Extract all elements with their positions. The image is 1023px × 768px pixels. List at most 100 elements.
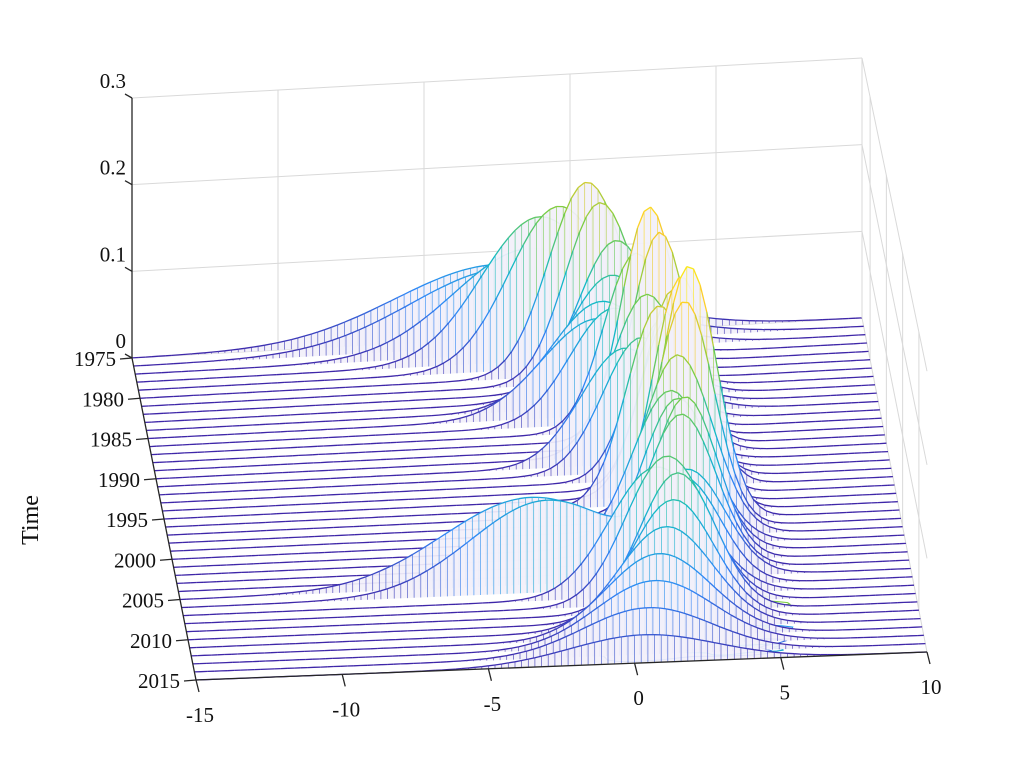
ridge-outline (738, 437, 746, 441)
ridge-outline (284, 338, 292, 342)
ridge-outline (574, 489, 581, 492)
ridge-outline (474, 428, 482, 431)
ridge-outline (368, 365, 376, 369)
ridge-outline (630, 227, 639, 255)
ridge-outline (497, 477, 505, 480)
ridge-outline (599, 201, 607, 206)
ridge-outline (501, 421, 509, 426)
ridge-outline (623, 254, 632, 287)
ridge-outline (306, 345, 313, 349)
ridge-outline (512, 372, 521, 380)
ridge-outline (286, 350, 294, 353)
ridge-outline (623, 373, 632, 399)
ridge-outline (445, 380, 453, 383)
ridge-outline (461, 429, 469, 432)
ridge-outline (750, 463, 757, 466)
ridge-outline (357, 313, 365, 318)
ridge-outline (469, 330, 478, 341)
ridge-outline (471, 408, 479, 412)
ridge-outline (397, 293, 405, 299)
ridge-outline (594, 252, 602, 265)
ridge-outline (473, 410, 481, 415)
ridge-outline (491, 366, 499, 372)
ridge-outline (568, 402, 577, 414)
ridge-outline (420, 315, 428, 322)
ridge-outline (367, 347, 375, 352)
ridge-outline (737, 431, 744, 434)
ridge-outline (511, 476, 518, 479)
ridge-outline (342, 369, 350, 372)
ridge-outline (717, 326, 725, 329)
ridge-outline (271, 341, 279, 345)
ridge-outline (517, 326, 526, 341)
ridge-outline (417, 284, 425, 289)
ridge-outline (459, 415, 467, 419)
ridge-outline (567, 348, 576, 360)
ridge-outline (349, 368, 356, 371)
ridge-outline (430, 365, 438, 370)
ridge-outline (499, 394, 507, 401)
ridge-outline (431, 288, 440, 293)
ridge-outline (454, 305, 463, 315)
ridge-outline (272, 352, 280, 356)
ridge-outline (476, 402, 484, 405)
ridge-outline (727, 412, 734, 416)
ridge-outline (519, 376, 527, 384)
ridge-outline (508, 229, 516, 239)
ridge-outline (596, 390, 605, 406)
ridge-outline (492, 399, 501, 406)
ridge-outline (406, 325, 415, 332)
ridge-outline (345, 331, 353, 336)
ridge-outline (542, 208, 551, 216)
ridge-outline (530, 292, 539, 311)
ridge-outline (470, 403, 477, 406)
back-grid-line-z (131, 230, 863, 272)
ridge-outline (618, 226, 627, 245)
ridge-outline (281, 364, 288, 367)
ridge-outline (536, 214, 544, 224)
ridge-outline (580, 487, 588, 491)
ridge-outline (378, 316, 387, 321)
ridge-outline (465, 273, 473, 278)
ridge-outline (325, 339, 333, 343)
ridge-outline (583, 418, 592, 432)
ridge-outline (544, 346, 552, 357)
ridge-outline (728, 388, 736, 391)
ridge-outline (715, 317, 723, 320)
ridge-outline (317, 329, 325, 333)
ridge-outline (612, 213, 621, 228)
ridge-outline (238, 347, 245, 350)
ridge-outline (264, 343, 272, 346)
ridge-outline (466, 275, 475, 283)
ridge-outline (614, 240, 622, 242)
ridge-outline (340, 356, 348, 359)
ridge-outline (585, 318, 593, 322)
ridge-outline (590, 182, 599, 191)
ridge-outline (211, 350, 219, 353)
ridge-outline (557, 212, 566, 232)
ridge-outline (213, 359, 220, 362)
ridge-outline (171, 354, 179, 357)
ridge-outline (481, 427, 489, 430)
ridge-outline (246, 356, 254, 359)
ridge-outline (529, 222, 538, 234)
ridge-outline (364, 309, 372, 315)
ridge-outline (564, 197, 572, 214)
ridge-outline (535, 447, 544, 455)
ridge-outline (537, 272, 546, 293)
ridge-outline (489, 468, 497, 471)
ridge-outline (570, 441, 579, 452)
ridge-outline (350, 316, 358, 320)
ridge-outline (423, 281, 431, 286)
ridge-outline (292, 348, 300, 352)
ridge-outline (743, 462, 751, 466)
ridge-outline (552, 482, 560, 485)
ridge-outline (360, 350, 368, 354)
ridge-outline (408, 351, 416, 357)
ridge-outline (587, 263, 596, 279)
ridge-outline (199, 360, 207, 363)
ridge-outline (613, 333, 622, 353)
ridge-outline (355, 367, 363, 371)
ridge-outline (509, 435, 517, 438)
